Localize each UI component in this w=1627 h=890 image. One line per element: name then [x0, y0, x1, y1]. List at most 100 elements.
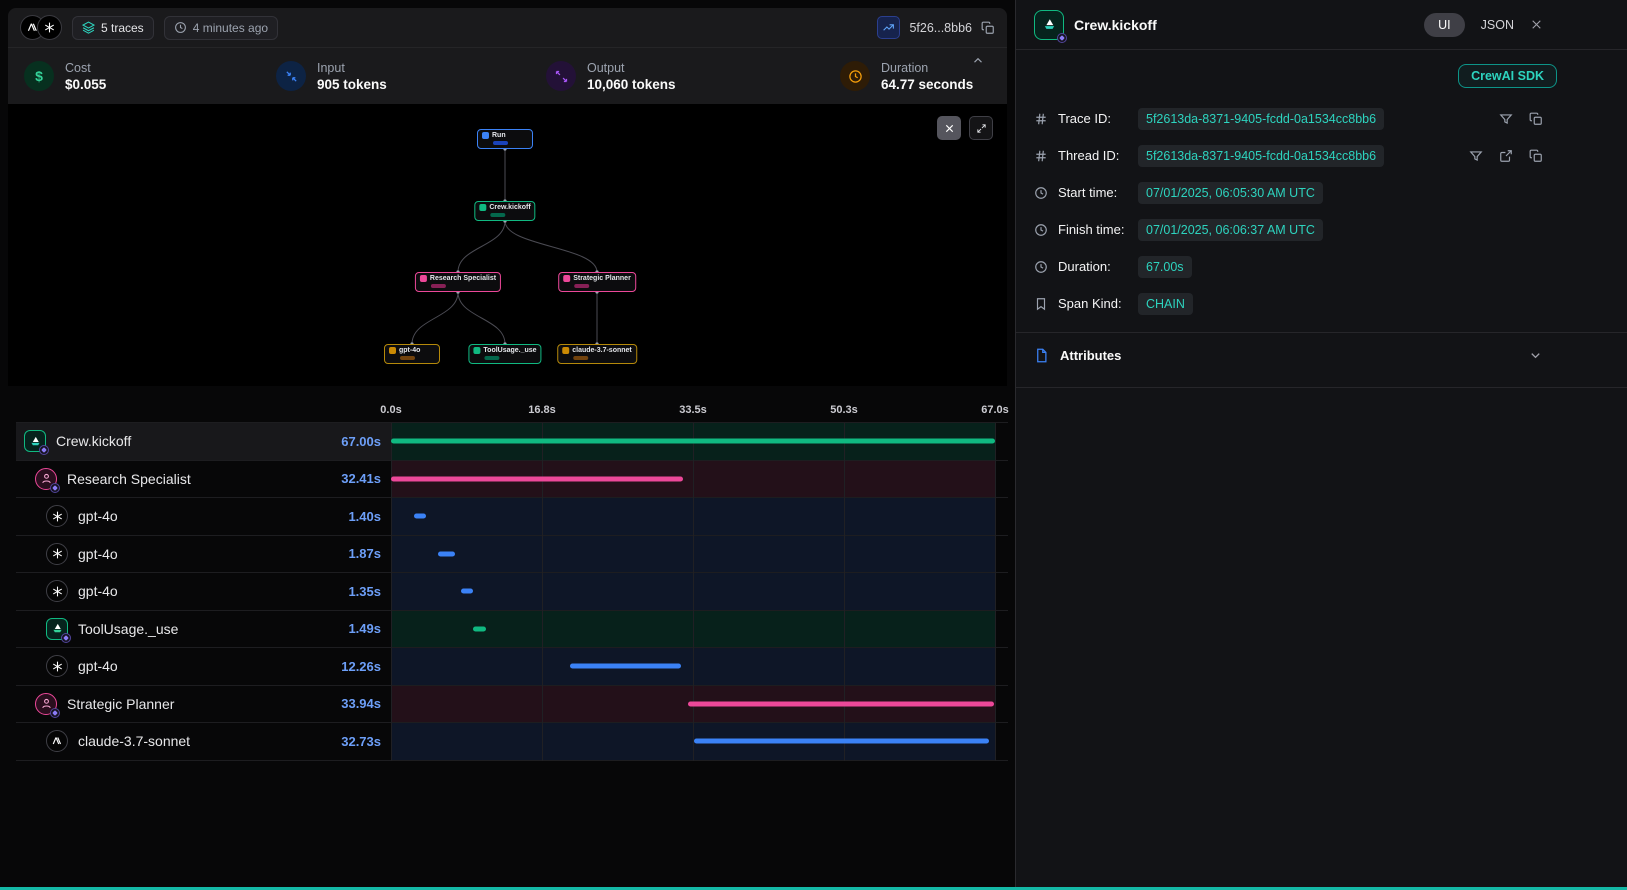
copy-icon[interactable] — [1529, 112, 1543, 126]
duration-bar — [414, 514, 427, 519]
axis-tick: 16.8s — [528, 404, 556, 416]
row-duration: 1.40s — [348, 509, 391, 524]
expand-graph-button[interactable] — [969, 116, 993, 140]
node-label: Run — [492, 132, 506, 139]
row-chart-cell — [391, 461, 995, 498]
close-panel-icon[interactable] — [1530, 18, 1543, 31]
duration-bar — [473, 626, 486, 631]
detail-field-row: Duration: 67.00s — [1016, 248, 1627, 285]
node-duration-pill — [484, 356, 499, 360]
node-duration-pill — [431, 284, 446, 288]
graph-node-run[interactable]: Run — [477, 129, 533, 149]
clock-icon — [174, 21, 187, 34]
field-actions — [1469, 149, 1543, 163]
copy-icon[interactable] — [1529, 149, 1543, 163]
field-value[interactable]: 07/01/2025, 06:06:37 AM UTC — [1138, 219, 1323, 241]
timeline-row[interactable]: ToolUsage._use 1.49s — [16, 611, 1008, 649]
row-label-cell: Crew.kickoff 67.00s — [16, 423, 391, 460]
node-label: Research Specialist — [430, 275, 496, 282]
agent-badge-icon — [61, 633, 71, 643]
duration-bar — [391, 476, 683, 481]
tab-json[interactable]: JSON — [1481, 18, 1514, 32]
sdk-badge: CrewAI SDK — [1458, 64, 1557, 88]
collapse-stats-button[interactable] — [971, 54, 985, 68]
timeline-axis: 0.0s16.8s33.5s50.3s67.0s — [16, 386, 1008, 422]
external-icon[interactable] — [1499, 149, 1513, 163]
graph-node-crew[interactable]: Crew.kickoff — [474, 201, 535, 221]
timeline-row[interactable]: gpt-4o 1.40s — [16, 498, 1008, 536]
row-duration: 1.49s — [348, 621, 391, 636]
field-value[interactable]: 07/01/2025, 06:05:30 AM UTC — [1138, 182, 1323, 204]
divider — [1016, 387, 1627, 388]
timeline-row[interactable]: gpt-4o 1.35s — [16, 573, 1008, 611]
openai-icon — [46, 580, 68, 602]
openai-logo-icon — [37, 15, 62, 40]
timeline-row[interactable]: gpt-4o 1.87s — [16, 536, 1008, 574]
agent-badge-icon — [50, 483, 60, 493]
row-duration: 32.73s — [341, 734, 391, 749]
topbar-right: 5f26...8bb6 — [877, 16, 995, 39]
filter-icon[interactable] — [1469, 149, 1483, 163]
stat-duration-value: 64.77 seconds — [881, 77, 973, 92]
field-value[interactable]: 67.00s — [1138, 256, 1192, 278]
axis-tick: 67.0s — [981, 404, 1009, 416]
graph-controls — [937, 116, 993, 140]
node-duration-pill — [574, 284, 589, 288]
detail-field-row: Start time: 07/01/2025, 06:05:30 AM UTC — [1016, 174, 1627, 211]
traces-count-chip[interactable]: 5 traces — [72, 16, 154, 40]
row-label-cell: Strategic Planner 33.94s — [16, 686, 391, 723]
graph-node-research[interactable]: Research Specialist — [415, 272, 501, 292]
field-label: Finish time: — [1058, 222, 1130, 237]
timeline-row[interactable]: Research Specialist 32.41s — [16, 461, 1008, 499]
timeline-row[interactable]: Strategic Planner 33.94s — [16, 686, 1008, 724]
node-icon — [473, 347, 480, 354]
graph-node-gpt[interactable]: gpt-4o — [384, 344, 440, 364]
attributes-section-header[interactable]: Attributes — [1016, 333, 1627, 377]
stat-duration: Duration 64.77 seconds — [840, 61, 973, 92]
row-label-cell: gpt-4o 1.87s — [16, 536, 391, 573]
node-icon — [563, 275, 570, 282]
provider-logos — [20, 15, 62, 40]
trace-graph-canvas[interactable]: Run Crew.kickoff Research Specialist Strate… — [8, 104, 1007, 386]
span-title: Crew.kickoff — [1074, 17, 1157, 33]
node-label: Strategic Planner — [573, 275, 631, 282]
stat-cost-label: Cost — [65, 61, 106, 75]
field-value[interactable]: 5f2613da-8371-9405-fcdd-0a1534cc8bb6 — [1138, 108, 1384, 130]
row-duration: 1.35s — [348, 584, 391, 599]
field-label: Start time: — [1058, 185, 1130, 200]
node-label: Crew.kickoff — [489, 204, 530, 211]
timeline-row[interactable]: claude-3.7-sonnet 32.73s — [16, 723, 1008, 761]
trace-short-id: 5f26...8bb6 — [909, 21, 972, 35]
timeline-row[interactable]: gpt-4o 12.26s — [16, 648, 1008, 686]
duration-bar — [461, 589, 473, 594]
row-chart-cell — [391, 686, 995, 723]
duration-bar — [688, 701, 994, 706]
field-value[interactable]: CHAIN — [1138, 293, 1193, 315]
chevron-down-icon[interactable] — [1528, 348, 1543, 363]
axis-tick: 50.3s — [830, 404, 858, 416]
row-duration: 1.87s — [348, 546, 391, 561]
timeline-row[interactable]: Crew.kickoff 67.00s — [16, 423, 1008, 461]
field-value[interactable]: 5f2613da-8371-9405-fcdd-0a1534cc8bb6 — [1138, 145, 1384, 167]
stat-output: Output 10,060 tokens — [546, 61, 840, 92]
time-ago-chip: 4 minutes ago — [164, 16, 278, 40]
graph-node-tool[interactable]: ToolUsage._use — [468, 344, 541, 364]
detail-field-row: Finish time: 07/01/2025, 06:06:37 AM UTC — [1016, 211, 1627, 248]
close-graph-button[interactable] — [937, 116, 961, 140]
graph-node-claude[interactable]: claude-3.7-sonnet — [557, 344, 637, 364]
sdk-row: CrewAI SDK — [1016, 64, 1627, 100]
row-name: gpt-4o — [78, 508, 118, 524]
row-chart-cell — [391, 536, 995, 573]
filter-icon[interactable] — [1499, 112, 1513, 126]
row-chart-cell — [391, 423, 995, 460]
row-chart-cell — [391, 648, 995, 685]
graph-node-strategic[interactable]: Strategic Planner — [558, 272, 636, 292]
trace-metrics-icon[interactable] — [877, 16, 900, 39]
agent-badge-icon — [39, 445, 49, 455]
row-duration: 12.26s — [341, 659, 391, 674]
stat-output-value: 10,060 tokens — [587, 77, 676, 92]
copy-trace-id-icon[interactable] — [981, 21, 995, 35]
row-name: ToolUsage._use — [78, 621, 178, 637]
layers-icon — [82, 21, 95, 34]
tab-ui[interactable]: UI — [1424, 13, 1465, 37]
